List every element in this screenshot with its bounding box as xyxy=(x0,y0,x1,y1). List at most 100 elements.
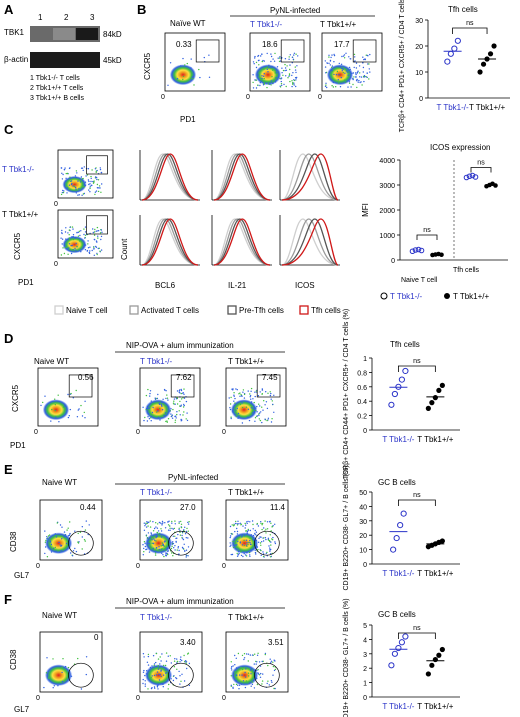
flow-event xyxy=(269,394,272,397)
flow-event xyxy=(97,190,100,193)
flow-event xyxy=(295,53,297,55)
flow-event xyxy=(79,531,82,533)
flow-gate xyxy=(195,39,220,63)
flow-event xyxy=(158,679,161,681)
chart-point-wt xyxy=(429,400,435,406)
flow-event xyxy=(257,54,260,57)
flow-event xyxy=(46,536,48,538)
flow-event xyxy=(261,77,263,80)
flow-event xyxy=(266,68,268,71)
flow-event xyxy=(253,406,255,408)
hist-curve xyxy=(141,218,199,266)
flow-gate xyxy=(68,374,93,398)
flow-event xyxy=(68,167,71,170)
flow-event xyxy=(279,77,281,80)
flow-event xyxy=(259,84,261,87)
flow-event xyxy=(262,59,264,62)
flow-event xyxy=(152,542,155,545)
flow-event xyxy=(266,528,269,530)
flow-event xyxy=(256,411,258,413)
flow-event xyxy=(277,57,279,59)
flow-event xyxy=(161,409,164,411)
chart-point-ko xyxy=(393,534,400,542)
flow-event xyxy=(71,236,73,238)
flow-event xyxy=(143,656,145,658)
flow-event xyxy=(174,545,176,547)
flow-event xyxy=(257,541,260,543)
e-infection: PyNL-infected xyxy=(168,473,218,482)
flow-event xyxy=(182,406,185,408)
flow-event xyxy=(351,72,353,75)
flow-event xyxy=(166,547,168,549)
flow-event xyxy=(293,52,296,54)
flow-event xyxy=(78,408,80,410)
flow-event xyxy=(261,660,263,663)
flow-event xyxy=(62,191,65,194)
chart-y-label: TCRβ+ CD4+ PD1+ CXCR5+ / CD4 T cells (%) xyxy=(399,0,406,132)
flow-event xyxy=(187,537,189,539)
flow-event xyxy=(147,688,149,690)
chart-category-label: T Tbk1-/- xyxy=(382,702,414,711)
flow-event xyxy=(176,411,178,413)
flow-event xyxy=(186,667,188,670)
flow-event xyxy=(284,69,286,72)
flow-event xyxy=(266,407,269,410)
flow-event xyxy=(168,520,170,522)
chart-point-wt xyxy=(477,69,483,75)
flow-core xyxy=(144,664,173,686)
flow-event xyxy=(243,657,246,659)
chart-y-tick-label: 3 xyxy=(363,652,367,659)
flow-event xyxy=(341,70,343,72)
flow-event xyxy=(348,82,351,85)
flow-event xyxy=(244,671,246,674)
flow-event xyxy=(336,70,339,73)
flow-event xyxy=(246,542,248,544)
flow-event xyxy=(179,531,181,533)
flow-event xyxy=(166,397,169,399)
flow-event xyxy=(88,183,90,186)
flow-event xyxy=(84,234,87,236)
flow-event xyxy=(158,533,160,535)
flow-event xyxy=(59,544,61,546)
flow-event xyxy=(356,72,358,74)
e-group-naive: Naive WT xyxy=(42,478,77,487)
flow-event xyxy=(348,66,351,69)
flow-event xyxy=(259,542,262,544)
flow-event xyxy=(333,73,335,76)
chart-point-wt xyxy=(429,662,435,668)
flow-event xyxy=(43,686,45,689)
d-gate-2: 7.45 xyxy=(262,373,278,382)
flow-event xyxy=(335,74,338,76)
flow-event xyxy=(178,527,180,529)
flow-event xyxy=(143,547,145,550)
flow-event xyxy=(288,56,290,58)
flow-event xyxy=(263,400,265,402)
flow-event xyxy=(190,67,192,69)
flow-event xyxy=(366,72,368,74)
flow-event xyxy=(259,549,261,551)
flow-event xyxy=(235,667,238,669)
flow-event xyxy=(266,52,268,55)
flow-event xyxy=(170,415,173,418)
flow-event xyxy=(57,394,59,396)
flow-event xyxy=(235,683,238,686)
e-xaxis: GL7 xyxy=(14,571,30,580)
flow-event xyxy=(152,530,155,532)
flow-event xyxy=(185,418,187,420)
chart-y-tick-label: 30 xyxy=(415,18,423,25)
flow-event xyxy=(169,410,171,412)
kd-tbk1: 84kD xyxy=(103,30,122,39)
chart-point-ko xyxy=(388,662,395,669)
flow-event xyxy=(253,63,255,65)
legend-tfh-swatch xyxy=(299,305,309,315)
flow-event xyxy=(275,77,277,79)
flow-event xyxy=(71,249,74,251)
flow-gate xyxy=(352,39,377,63)
flow-event xyxy=(274,660,276,662)
flow-event xyxy=(193,84,195,86)
hist-curve xyxy=(281,153,339,201)
flow-event xyxy=(245,524,247,526)
flow-event xyxy=(66,172,69,175)
flow-event xyxy=(247,520,249,523)
flow-event xyxy=(263,83,266,85)
